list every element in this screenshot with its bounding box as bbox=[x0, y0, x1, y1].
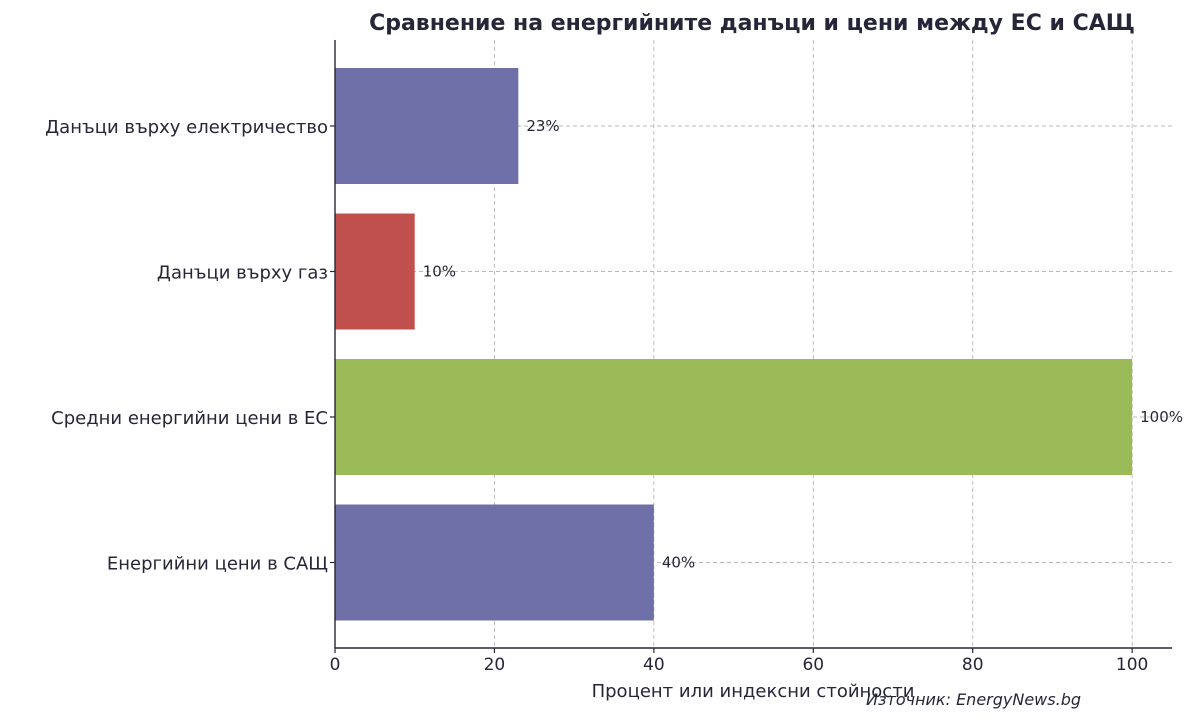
category-label: Енергийни цени в САЩ bbox=[107, 554, 328, 575]
bar-value-label: 100% bbox=[1140, 408, 1183, 426]
bar bbox=[335, 68, 519, 184]
x-tick-label: 80 bbox=[962, 655, 984, 675]
x-tick-label: 0 bbox=[330, 655, 341, 675]
bar-value-label: 23% bbox=[526, 117, 559, 135]
bar bbox=[335, 504, 654, 621]
category-label: Данъци върху електричество bbox=[45, 117, 328, 138]
x-tick-label: 100 bbox=[1116, 655, 1148, 675]
x-tick-label: 20 bbox=[484, 655, 506, 675]
chart-title: Сравнение на енергийните данъци и цени м… bbox=[369, 11, 1135, 36]
category-label: Данъци върху газ bbox=[157, 263, 328, 284]
bars bbox=[335, 68, 1133, 621]
value-labels: 23% 10% 100% 40% bbox=[423, 117, 1183, 572]
category-label: Средни енергийни цени в ЕС bbox=[51, 408, 328, 429]
category-labels: Данъци върху електричество Данъци върху г… bbox=[45, 117, 328, 575]
x-tick-label: 40 bbox=[643, 655, 665, 675]
source-label: Източник: EnergyNews.bg bbox=[866, 690, 1081, 709]
bar-value-label: 10% bbox=[423, 263, 456, 281]
x-axis-label: Процент или индексни стойности bbox=[592, 681, 915, 702]
bar bbox=[335, 213, 415, 330]
bar bbox=[335, 359, 1133, 475]
axes bbox=[330, 40, 1172, 653]
x-tick-labels: 0 20 40 60 80 100 bbox=[330, 655, 1149, 675]
bar-value-label: 40% bbox=[662, 554, 695, 572]
x-tick-label: 60 bbox=[802, 655, 824, 675]
